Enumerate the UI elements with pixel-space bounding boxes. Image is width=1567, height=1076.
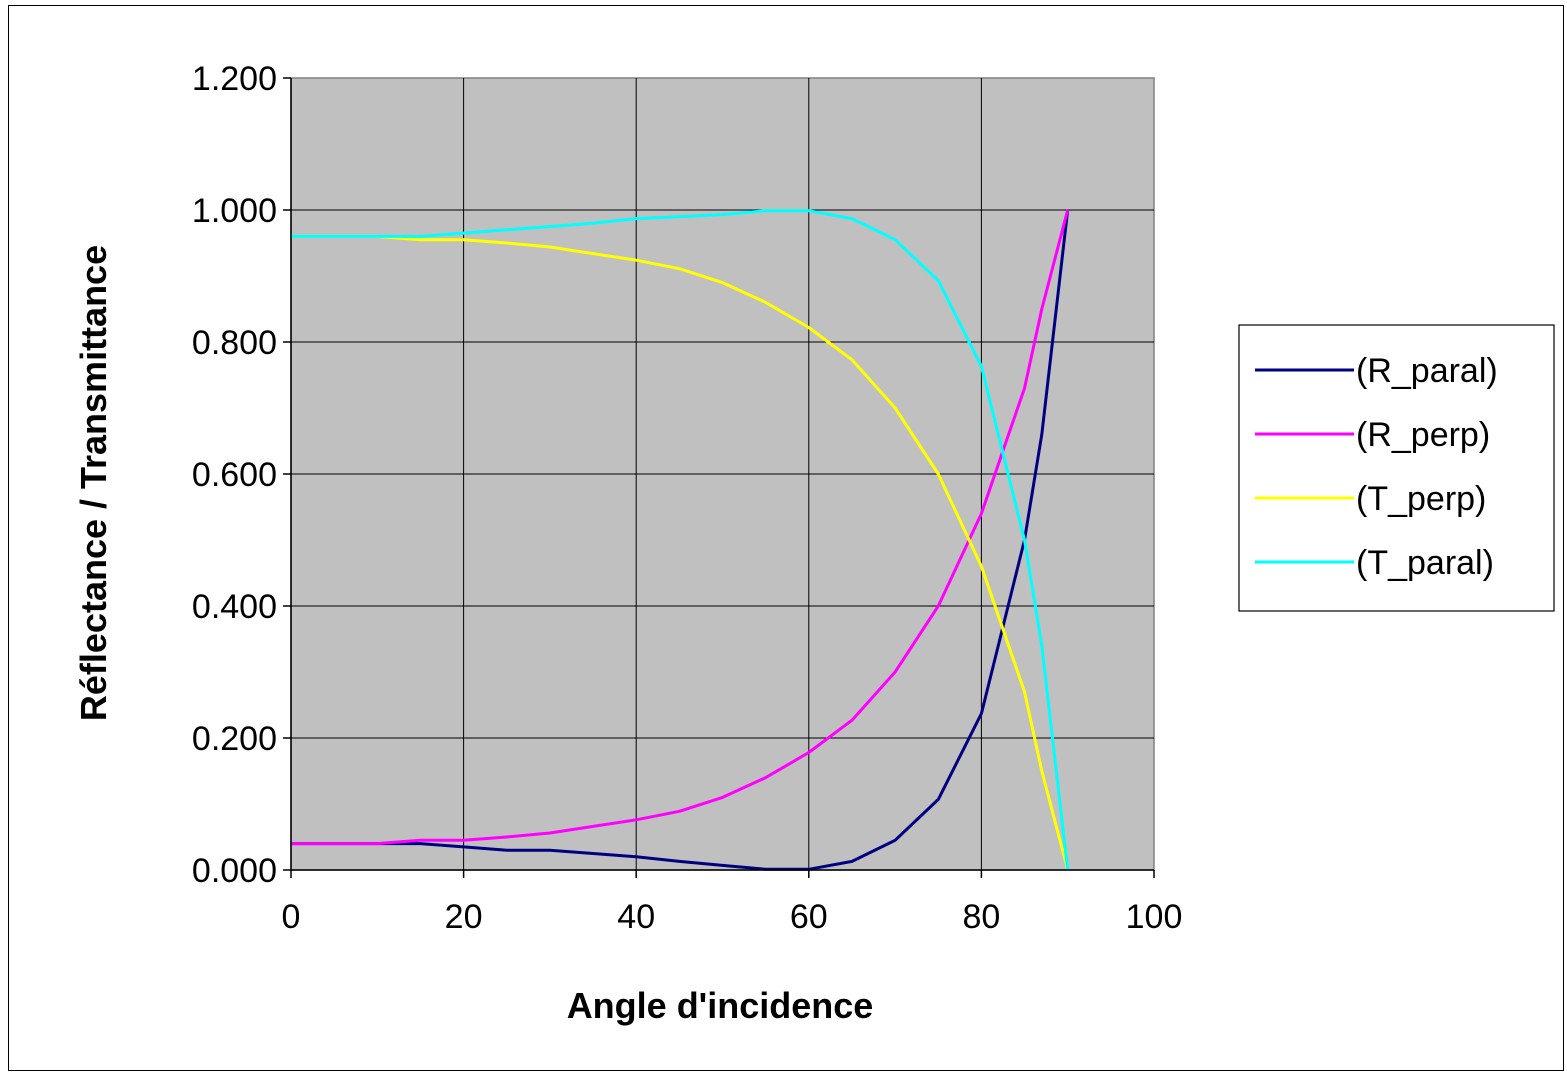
series-line-r-paral [291, 209, 1070, 871]
legend: (R_paral) (R_perp) (T_perp) (T_paral) [1238, 324, 1555, 612]
x-tick-label: 0 [282, 898, 301, 936]
gridlines [291, 78, 1154, 870]
x-tick-label: 40 [617, 898, 655, 936]
series-lines [291, 209, 1070, 871]
x-tick-label: 20 [445, 898, 483, 936]
legend-label-t-perp: (T_perp) [1356, 480, 1486, 518]
x-axis-title: Angle d'incidence [567, 985, 874, 1026]
y-tick-label: 1.000 [192, 192, 277, 230]
series-line-t-perp [291, 234, 1070, 871]
x-tick-label: 100 [1126, 898, 1183, 936]
x-tick-label: 60 [790, 898, 828, 936]
x-tick-labels: 0 20 40 60 80 100 [282, 870, 1183, 936]
y-tick-label: 0.200 [192, 720, 277, 758]
y-tick-label: 0.000 [192, 852, 277, 890]
series-line-r-perp [291, 209, 1070, 846]
legend-label-r-perp: (R_perp) [1356, 416, 1490, 454]
y-tick-label: 0.800 [192, 324, 277, 362]
legend-label-t-paral: (T_paral) [1356, 544, 1494, 582]
series-line-t-paral [291, 209, 1070, 871]
legend-label-r-paral: (R_paral) [1356, 352, 1498, 390]
y-tick-labels: 0.000 0.200 0.400 0.600 0.800 1.000 1.200 [192, 60, 291, 890]
y-axis-title: Réflectance / Transmittance [73, 245, 114, 721]
legend-items: (R_paral) (R_perp) (T_perp) (T_paral) [1255, 352, 1498, 582]
x-tick-label: 80 [962, 898, 1000, 936]
y-tick-label: 0.400 [192, 588, 277, 626]
y-tick-label: 1.200 [192, 60, 277, 98]
y-tick-label: 0.600 [192, 456, 277, 494]
